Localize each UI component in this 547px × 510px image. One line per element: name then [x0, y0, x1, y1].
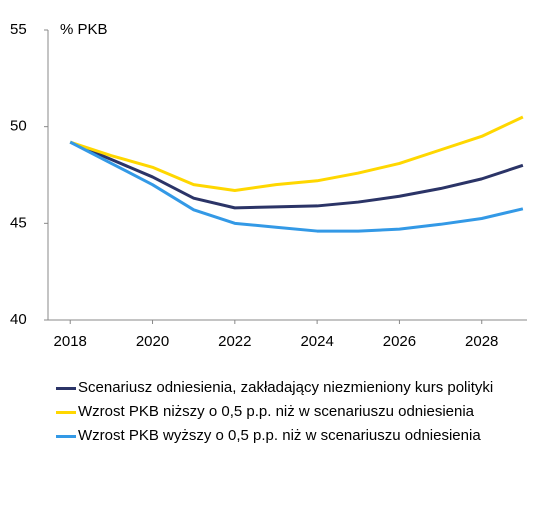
y-tick-label: 45	[10, 214, 27, 231]
series-line	[69, 115, 524, 192]
x-tick-label: 2024	[300, 333, 333, 350]
legend: Scenariusz odniesienia, zakładający niez…	[56, 378, 536, 450]
y-tick-label: 50	[10, 118, 27, 135]
y-tick-label: 55	[10, 21, 27, 38]
x-tick-label: 2028	[465, 333, 498, 350]
y-tick-label: 40	[10, 311, 27, 328]
legend-swatch	[56, 435, 76, 438]
x-tick-label: 2018	[54, 333, 87, 350]
legend-item: Scenariusz odniesienia, zakładający niez…	[56, 378, 536, 397]
series-line	[69, 140, 524, 210]
legend-swatch	[56, 411, 76, 414]
y-axis-label: % PKB	[60, 21, 108, 38]
legend-item: Wzrost PKB wyższy o 0,5 p.p. niż w scena…	[56, 426, 536, 445]
legend-item: Wzrost PKB niższy o 0,5 p.p. niż w scena…	[56, 402, 536, 421]
x-tick-label: 2020	[136, 333, 169, 350]
legend-label: Scenariusz odniesienia, zakładający niez…	[78, 379, 494, 396]
legend-swatch	[56, 387, 76, 390]
legend-label: Wzrost PKB wyższy o 0,5 p.p. niż w scena…	[78, 427, 481, 444]
series-line	[69, 140, 524, 233]
chart: % PKB 40 45 50 55 2018 2020 2022 2024 2026 2028	[10, 21, 527, 350]
legend-label: Wzrost PKB niższy o 0,5 p.p. niż w scena…	[78, 403, 475, 420]
x-tick-label: 2026	[383, 333, 416, 350]
x-tick-label: 2022	[218, 333, 251, 350]
